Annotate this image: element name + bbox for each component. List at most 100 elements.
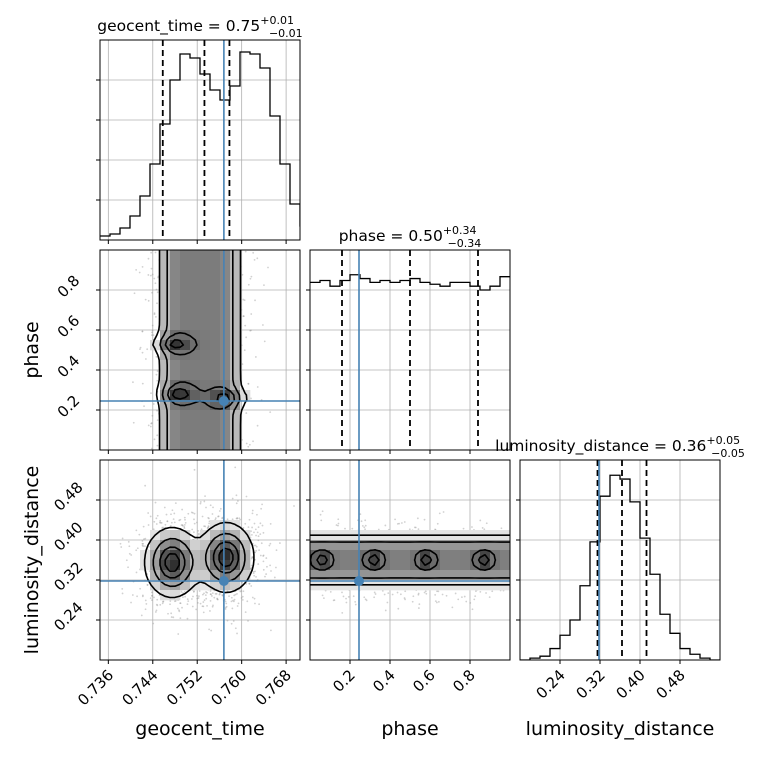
density-cell — [170, 300, 181, 311]
density-cell — [440, 570, 451, 581]
sample-point — [214, 592, 217, 595]
sample-point — [258, 603, 261, 606]
contour-line — [164, 332, 236, 410]
sample-point — [250, 567, 253, 570]
sample-point — [132, 421, 135, 424]
sample-point — [256, 386, 259, 388]
sample-point — [320, 519, 323, 522]
density-cell — [160, 270, 171, 281]
density-cell — [310, 560, 321, 571]
sample-point — [193, 468, 196, 471]
sample-point — [140, 614, 143, 617]
sample-point — [240, 590, 243, 592]
sample-point — [193, 522, 196, 525]
density-cell — [310, 550, 321, 561]
sample-point — [169, 603, 171, 606]
sample-point — [423, 518, 426, 521]
sample-point — [141, 382, 144, 385]
sample-point — [230, 596, 233, 599]
density-cell — [190, 570, 201, 581]
density-cell — [450, 570, 461, 581]
sample-point — [377, 528, 380, 531]
x-tick-label: 0.768 — [252, 666, 295, 709]
sample-point — [394, 518, 396, 521]
panel-frame — [99, 39, 301, 241]
sample-point — [202, 605, 205, 608]
sample-point — [396, 522, 399, 525]
density-cell — [180, 270, 191, 281]
sample-point — [238, 517, 241, 520]
sample-point — [319, 513, 322, 516]
sample-point — [153, 520, 156, 523]
sample-point — [441, 593, 444, 596]
density-cell — [170, 350, 181, 361]
sample-point — [146, 584, 149, 586]
sample-point — [481, 527, 484, 529]
density-cell — [180, 420, 191, 431]
density-cell — [170, 430, 181, 441]
density-cell — [390, 560, 401, 571]
sample-point — [181, 524, 184, 526]
sample-point — [474, 595, 477, 598]
density-cell — [470, 560, 481, 571]
panel-frame — [99, 249, 301, 451]
sample-point — [442, 511, 445, 513]
sample-point — [488, 596, 491, 599]
sample-point — [155, 523, 158, 525]
x-tick-label: 0.8 — [449, 666, 479, 696]
sample-point — [141, 265, 144, 268]
sample-point — [259, 554, 262, 557]
sample-point — [243, 349, 246, 352]
sample-point — [479, 590, 482, 593]
sample-point — [333, 599, 336, 602]
y-tick-label: 0.4 — [54, 352, 84, 382]
density-cell — [460, 560, 471, 571]
density-cell — [190, 390, 201, 401]
density-cell — [450, 560, 461, 571]
density-cell — [190, 300, 201, 311]
sample-point — [250, 585, 253, 587]
sample-point — [232, 620, 235, 622]
sample-point — [391, 593, 394, 596]
sample-point — [155, 603, 158, 606]
density-cell — [210, 290, 221, 301]
sample-point — [342, 595, 345, 598]
density-cell — [210, 320, 221, 331]
sample-point — [212, 604, 214, 607]
density-cell — [240, 560, 251, 571]
density-cell — [220, 340, 231, 351]
sample-point — [151, 594, 154, 597]
sample-point — [341, 611, 344, 614]
sample-point — [183, 516, 186, 519]
density-cell — [230, 310, 241, 321]
density-cell — [170, 580, 181, 591]
sample-point — [237, 602, 240, 605]
sample-point — [159, 519, 162, 522]
density-cell — [150, 570, 161, 581]
sample-point — [197, 532, 200, 535]
sample-point — [144, 358, 147, 360]
sample-point — [141, 595, 144, 598]
sample-point — [154, 611, 157, 613]
density-cell — [180, 330, 191, 341]
density-cell — [220, 410, 231, 421]
density-cell — [190, 560, 201, 571]
sample-point — [154, 251, 157, 254]
sample-point — [384, 609, 387, 612]
density-cell — [170, 310, 181, 321]
sample-point — [337, 518, 340, 521]
density-cell — [170, 320, 181, 331]
sample-point — [218, 510, 221, 512]
sample-point — [247, 619, 249, 622]
sample-point — [373, 596, 376, 599]
density-cell — [160, 550, 171, 561]
density-cell — [220, 330, 231, 341]
sample-point — [161, 527, 164, 530]
density-cell — [380, 550, 391, 561]
sample-point — [169, 600, 172, 602]
density-cell — [160, 330, 171, 341]
sample-point — [128, 552, 131, 555]
sample-point — [261, 503, 263, 506]
density-cell — [180, 360, 191, 371]
density-cell — [410, 570, 421, 581]
